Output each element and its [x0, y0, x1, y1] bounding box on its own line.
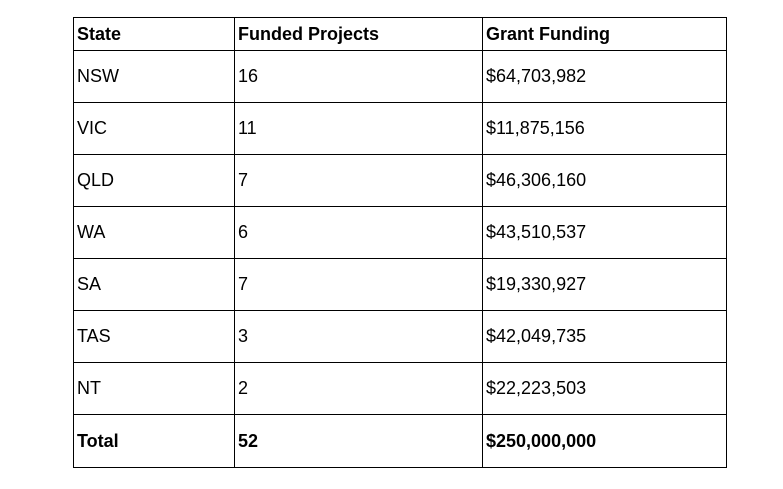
table-row-tas: TAS 3 $42,049,735	[73, 310, 727, 363]
table-row-qld: QLD 7 $46,306,160	[73, 154, 727, 207]
cell-state: QLD	[73, 154, 235, 207]
cell-funding: $11,875,156	[482, 102, 727, 155]
cell-state: SA	[73, 258, 235, 311]
table-row-nt: NT 2 $22,223,503	[73, 362, 727, 415]
cell-funding: $43,510,537	[482, 206, 727, 259]
cell-projects: 7	[234, 154, 483, 207]
cell-funding: $22,223,503	[482, 362, 727, 415]
table-row-vic: VIC 11 $11,875,156	[73, 102, 727, 155]
cell-funding: $46,306,160	[482, 154, 727, 207]
cell-total-label: Total	[73, 414, 235, 468]
table-row-sa: SA 7 $19,330,927	[73, 258, 727, 311]
cell-funding: $64,703,982	[482, 50, 727, 103]
cell-total-projects: 52	[234, 414, 483, 468]
cell-state: NT	[73, 362, 235, 415]
column-header-grant-funding: Grant Funding	[482, 17, 727, 51]
cell-projects: 2	[234, 362, 483, 415]
table-row-wa: WA 6 $43,510,537	[73, 206, 727, 259]
column-header-funded-projects: Funded Projects	[234, 17, 483, 51]
cell-funding: $19,330,927	[482, 258, 727, 311]
cell-funding: $42,049,735	[482, 310, 727, 363]
cell-state: NSW	[73, 50, 235, 103]
cell-state: VIC	[73, 102, 235, 155]
header-row: State Funded Projects Grant Funding	[73, 17, 727, 51]
cell-projects: 6	[234, 206, 483, 259]
cell-projects: 11	[234, 102, 483, 155]
cell-total-funding: $250,000,000	[482, 414, 727, 468]
cell-projects: 7	[234, 258, 483, 311]
table-row-nsw: NSW 16 $64,703,982	[73, 50, 727, 103]
cell-state: TAS	[73, 310, 235, 363]
cell-state: WA	[73, 206, 235, 259]
column-header-state: State	[73, 17, 235, 51]
cell-projects: 3	[234, 310, 483, 363]
total-row: Total 52 $250,000,000	[73, 414, 727, 468]
cell-projects: 16	[234, 50, 483, 103]
funding-table: State Funded Projects Grant Funding NSW …	[73, 17, 727, 468]
